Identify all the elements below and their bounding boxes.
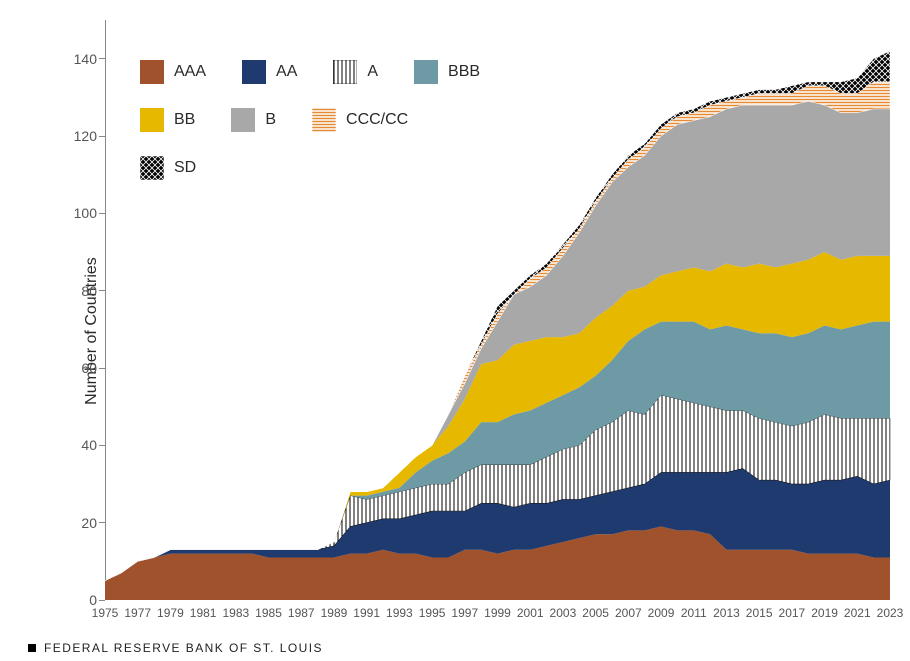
legend-label: BBB — [448, 63, 480, 81]
legend-item-B: B — [231, 108, 276, 132]
y-tick-mark — [99, 136, 105, 137]
x-tick-label: 2013 — [713, 606, 740, 620]
legend-label: AA — [276, 63, 297, 81]
x-tick-label: 1989 — [321, 606, 348, 620]
x-tick-label: 2003 — [550, 606, 577, 620]
chart-legend: AAAAAABBBBBBCCC/CCSD — [140, 60, 500, 180]
x-tick-label: 2009 — [648, 606, 675, 620]
y-tick-label: 120 — [74, 128, 97, 144]
legend-swatch-B — [231, 108, 255, 132]
x-tick-label: 1987 — [288, 606, 315, 620]
x-tick-label: 2007 — [615, 606, 642, 620]
x-tick-label: 2005 — [582, 606, 609, 620]
x-tick-label: 1977 — [124, 606, 151, 620]
y-tick-mark — [99, 213, 105, 214]
x-tick-label: 1981 — [190, 606, 217, 620]
legend-item-SD: SD — [140, 156, 196, 180]
x-tick-label: 1997 — [451, 606, 478, 620]
legend-item-BBB: BBB — [414, 60, 480, 84]
legend-label: SD — [174, 159, 196, 177]
legend-item-BB: BB — [140, 108, 195, 132]
y-tick-mark — [99, 290, 105, 291]
legend-swatch-SD — [140, 156, 164, 180]
legend-label: CCC/CC — [346, 111, 408, 129]
y-tick-label: 20 — [81, 515, 97, 531]
legend-label: A — [367, 63, 378, 81]
y-axis-label: Number of Countries — [83, 257, 101, 405]
y-tick-mark — [99, 368, 105, 369]
x-tick-label: 1991 — [353, 606, 380, 620]
x-tick-label: 1999 — [484, 606, 511, 620]
y-tick-label: 80 — [81, 283, 97, 299]
y-tick-mark — [99, 522, 105, 523]
legend-item-CCC_CC: CCC/CC — [312, 108, 408, 132]
x-tick-label: 2001 — [517, 606, 544, 620]
x-tick-label: 1993 — [386, 606, 413, 620]
legend-swatch-BBB — [414, 60, 438, 84]
x-tick-label: 2019 — [811, 606, 838, 620]
chart-container: Number of Countries 0204 — [0, 0, 910, 661]
legend-label: B — [265, 111, 276, 129]
y-tick-label: 100 — [74, 205, 97, 221]
y-tick-label: 40 — [81, 437, 97, 453]
y-tick-mark — [99, 600, 105, 601]
x-tick-label: 1983 — [222, 606, 249, 620]
x-tick-label: 2023 — [877, 606, 904, 620]
y-tick-mark — [99, 58, 105, 59]
legend-item-AAA: AAA — [140, 60, 206, 84]
y-tick-mark — [99, 445, 105, 446]
source-note: FEDERAL RESERVE BANK OF ST. LOUIS — [28, 641, 323, 655]
legend-swatch-AA — [242, 60, 266, 84]
legend-label: AAA — [174, 63, 206, 81]
x-tick-label: 1975 — [92, 606, 119, 620]
x-tick-label: 2021 — [844, 606, 871, 620]
y-tick-label: 140 — [74, 51, 97, 67]
y-tick-label: 60 — [81, 360, 97, 376]
x-tick-label: 1995 — [419, 606, 446, 620]
legend-label: BB — [174, 111, 195, 129]
legend-swatch-AAA — [140, 60, 164, 84]
x-tick-label: 1979 — [157, 606, 184, 620]
x-tick-label: 2015 — [746, 606, 773, 620]
legend-swatch-A — [333, 60, 357, 84]
legend-swatch-BB — [140, 108, 164, 132]
legend-item-A: A — [333, 60, 378, 84]
x-tick-label: 2011 — [681, 606, 707, 620]
x-tick-label: 2017 — [779, 606, 806, 620]
x-tick-label: 1985 — [255, 606, 282, 620]
legend-item-AA: AA — [242, 60, 297, 84]
legend-swatch-CCC_CC — [312, 108, 336, 132]
